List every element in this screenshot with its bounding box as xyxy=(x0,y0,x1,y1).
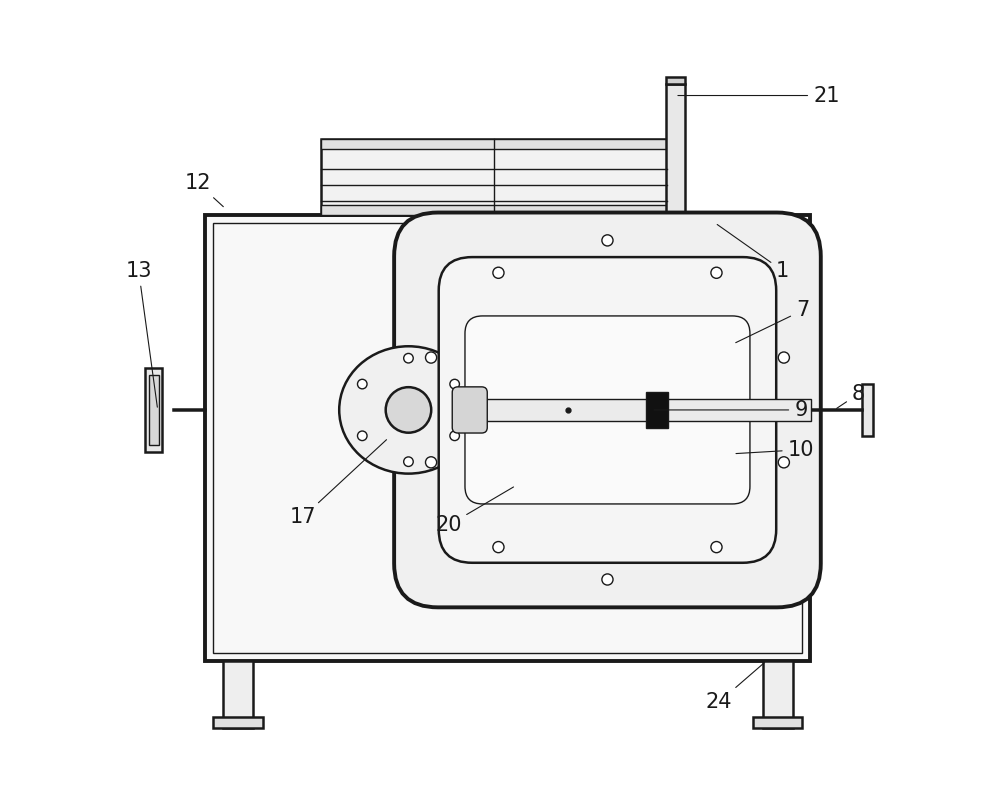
Ellipse shape xyxy=(339,346,478,474)
Circle shape xyxy=(450,380,459,389)
Circle shape xyxy=(386,387,431,433)
Circle shape xyxy=(357,380,367,389)
FancyBboxPatch shape xyxy=(465,316,750,504)
Text: 1: 1 xyxy=(717,224,789,281)
Text: 13: 13 xyxy=(125,260,157,408)
Bar xyxy=(213,223,802,653)
Circle shape xyxy=(711,541,722,552)
Text: 12: 12 xyxy=(184,173,223,207)
FancyBboxPatch shape xyxy=(439,257,776,563)
Text: 10: 10 xyxy=(736,439,814,460)
Circle shape xyxy=(425,457,437,468)
Text: 9: 9 xyxy=(654,400,808,420)
Text: 20: 20 xyxy=(435,487,514,536)
Bar xyxy=(213,717,263,728)
Text: 7: 7 xyxy=(736,300,809,342)
FancyBboxPatch shape xyxy=(452,387,487,433)
Bar xyxy=(321,205,667,215)
Bar xyxy=(646,392,668,428)
Circle shape xyxy=(778,352,789,363)
Bar xyxy=(205,215,810,661)
Bar xyxy=(763,661,793,728)
Bar xyxy=(145,368,162,452)
Circle shape xyxy=(493,267,504,279)
Bar xyxy=(149,375,159,446)
Circle shape xyxy=(493,541,504,552)
Circle shape xyxy=(602,574,613,585)
Circle shape xyxy=(778,457,789,468)
Text: 17: 17 xyxy=(289,439,387,528)
Bar xyxy=(666,77,685,84)
Bar xyxy=(753,717,802,728)
Circle shape xyxy=(357,431,367,441)
Circle shape xyxy=(404,457,413,466)
Bar xyxy=(472,399,811,421)
Text: 24: 24 xyxy=(706,662,765,712)
Bar xyxy=(666,84,685,215)
Bar xyxy=(321,139,667,149)
Circle shape xyxy=(711,267,722,279)
Circle shape xyxy=(425,352,437,363)
Circle shape xyxy=(450,431,459,441)
Text: 8: 8 xyxy=(837,384,865,408)
Circle shape xyxy=(404,353,413,363)
Bar xyxy=(321,139,667,215)
Bar xyxy=(223,661,253,728)
Bar xyxy=(862,384,873,436)
Circle shape xyxy=(602,235,613,246)
FancyBboxPatch shape xyxy=(394,213,821,607)
Text: 21: 21 xyxy=(678,85,840,106)
